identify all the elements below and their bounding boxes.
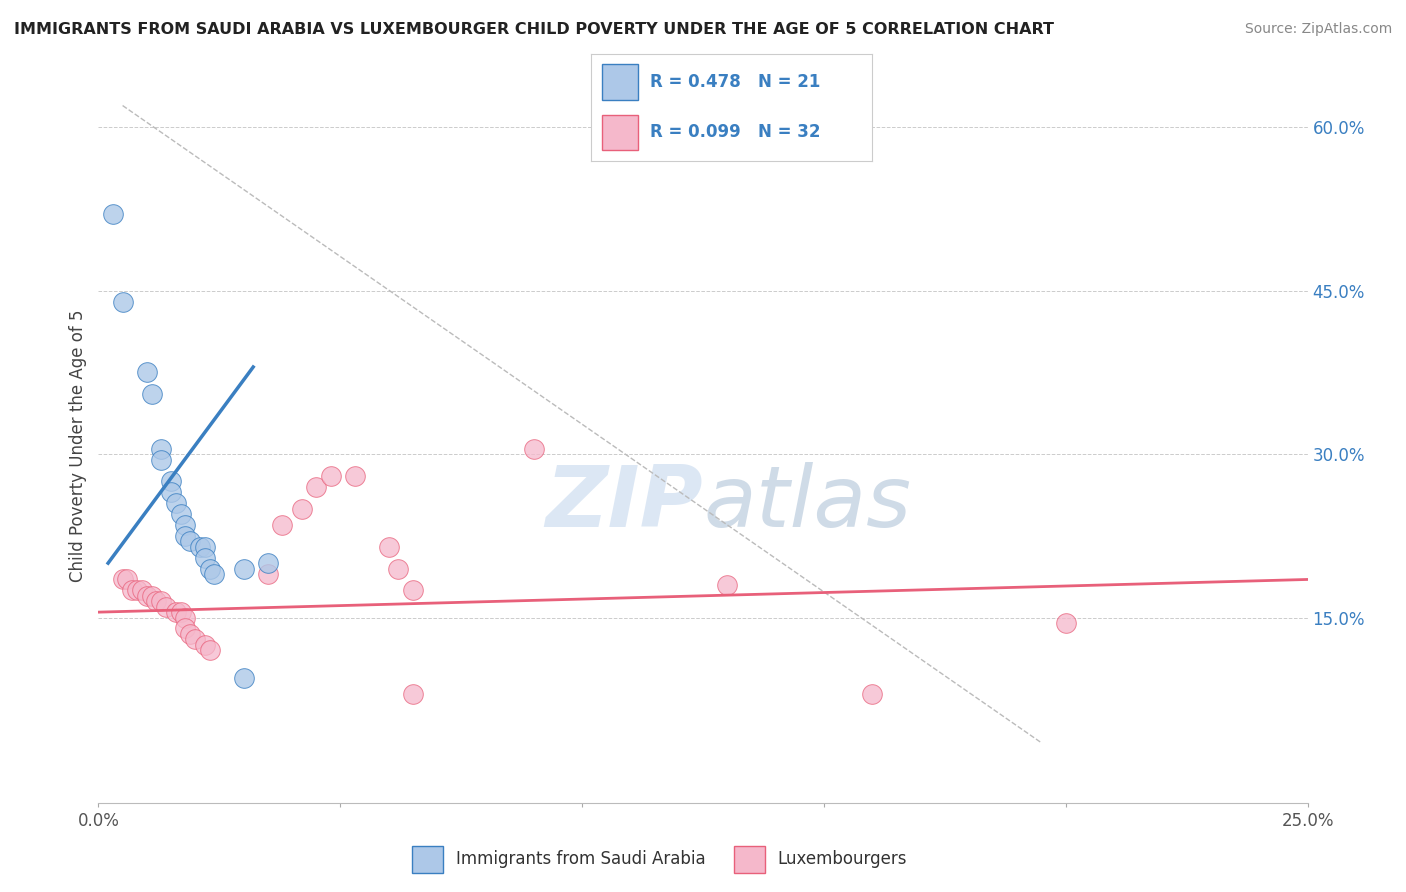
Point [232, 561, 254, 575]
Point [174, 622, 197, 636]
Point [121, 583, 143, 598]
Bar [734, 847, 765, 873]
Text: R = 0.099   N = 32: R = 0.099 N = 32 [650, 123, 820, 141]
Point [117, 573, 139, 587]
Point [204, 567, 226, 582]
Point [198, 643, 221, 657]
Text: atlas: atlas [703, 461, 911, 545]
Point [188, 540, 211, 554]
Point [198, 561, 221, 575]
Point [1054, 615, 1077, 630]
Point [169, 605, 191, 619]
Point [716, 578, 738, 592]
Point [387, 561, 409, 575]
Bar [602, 114, 638, 150]
Point [305, 480, 328, 494]
Text: Source: ZipAtlas.com: Source: ZipAtlas.com [1244, 22, 1392, 37]
Point [194, 540, 217, 554]
Point [179, 627, 201, 641]
Point [256, 556, 278, 570]
Point [145, 594, 167, 608]
Point [179, 534, 201, 549]
Point [256, 567, 278, 582]
Text: R = 0.478   N = 21: R = 0.478 N = 21 [650, 73, 820, 91]
Point [860, 687, 883, 701]
Point [150, 452, 173, 467]
Point [150, 594, 173, 608]
Point [160, 475, 183, 489]
Point [150, 442, 173, 456]
Point [127, 583, 149, 598]
Point [135, 366, 157, 380]
Point [174, 529, 197, 543]
Point [402, 583, 425, 598]
Point [319, 469, 342, 483]
Point [101, 207, 124, 221]
Point [271, 518, 294, 533]
Text: Immigrants from Saudi Arabia: Immigrants from Saudi Arabia [456, 849, 706, 868]
Point [402, 687, 425, 701]
Point [135, 589, 157, 603]
Point [232, 671, 254, 685]
Point [111, 294, 134, 309]
Text: IMMIGRANTS FROM SAUDI ARABIA VS LUXEMBOURGER CHILD POVERTY UNDER THE AGE OF 5 CO: IMMIGRANTS FROM SAUDI ARABIA VS LUXEMBOU… [14, 22, 1054, 37]
Point [160, 485, 183, 500]
Bar [602, 64, 638, 100]
Point [141, 589, 163, 603]
Point [523, 442, 546, 456]
Point [111, 573, 134, 587]
Point [131, 583, 153, 598]
Point [343, 469, 366, 483]
Point [194, 638, 217, 652]
Point [169, 507, 191, 521]
Point [174, 518, 197, 533]
Point [165, 605, 187, 619]
Bar [412, 847, 443, 873]
Point [377, 540, 399, 554]
Point [174, 610, 197, 624]
Point [165, 496, 187, 510]
Text: ZIP: ZIP [546, 461, 703, 545]
Point [290, 501, 312, 516]
Point [184, 632, 207, 647]
Point [194, 550, 217, 565]
Text: Luxembourgers: Luxembourgers [778, 849, 907, 868]
Y-axis label: Child Poverty Under the Age of 5: Child Poverty Under the Age of 5 [69, 310, 87, 582]
Point [155, 599, 177, 614]
Point [141, 387, 163, 401]
